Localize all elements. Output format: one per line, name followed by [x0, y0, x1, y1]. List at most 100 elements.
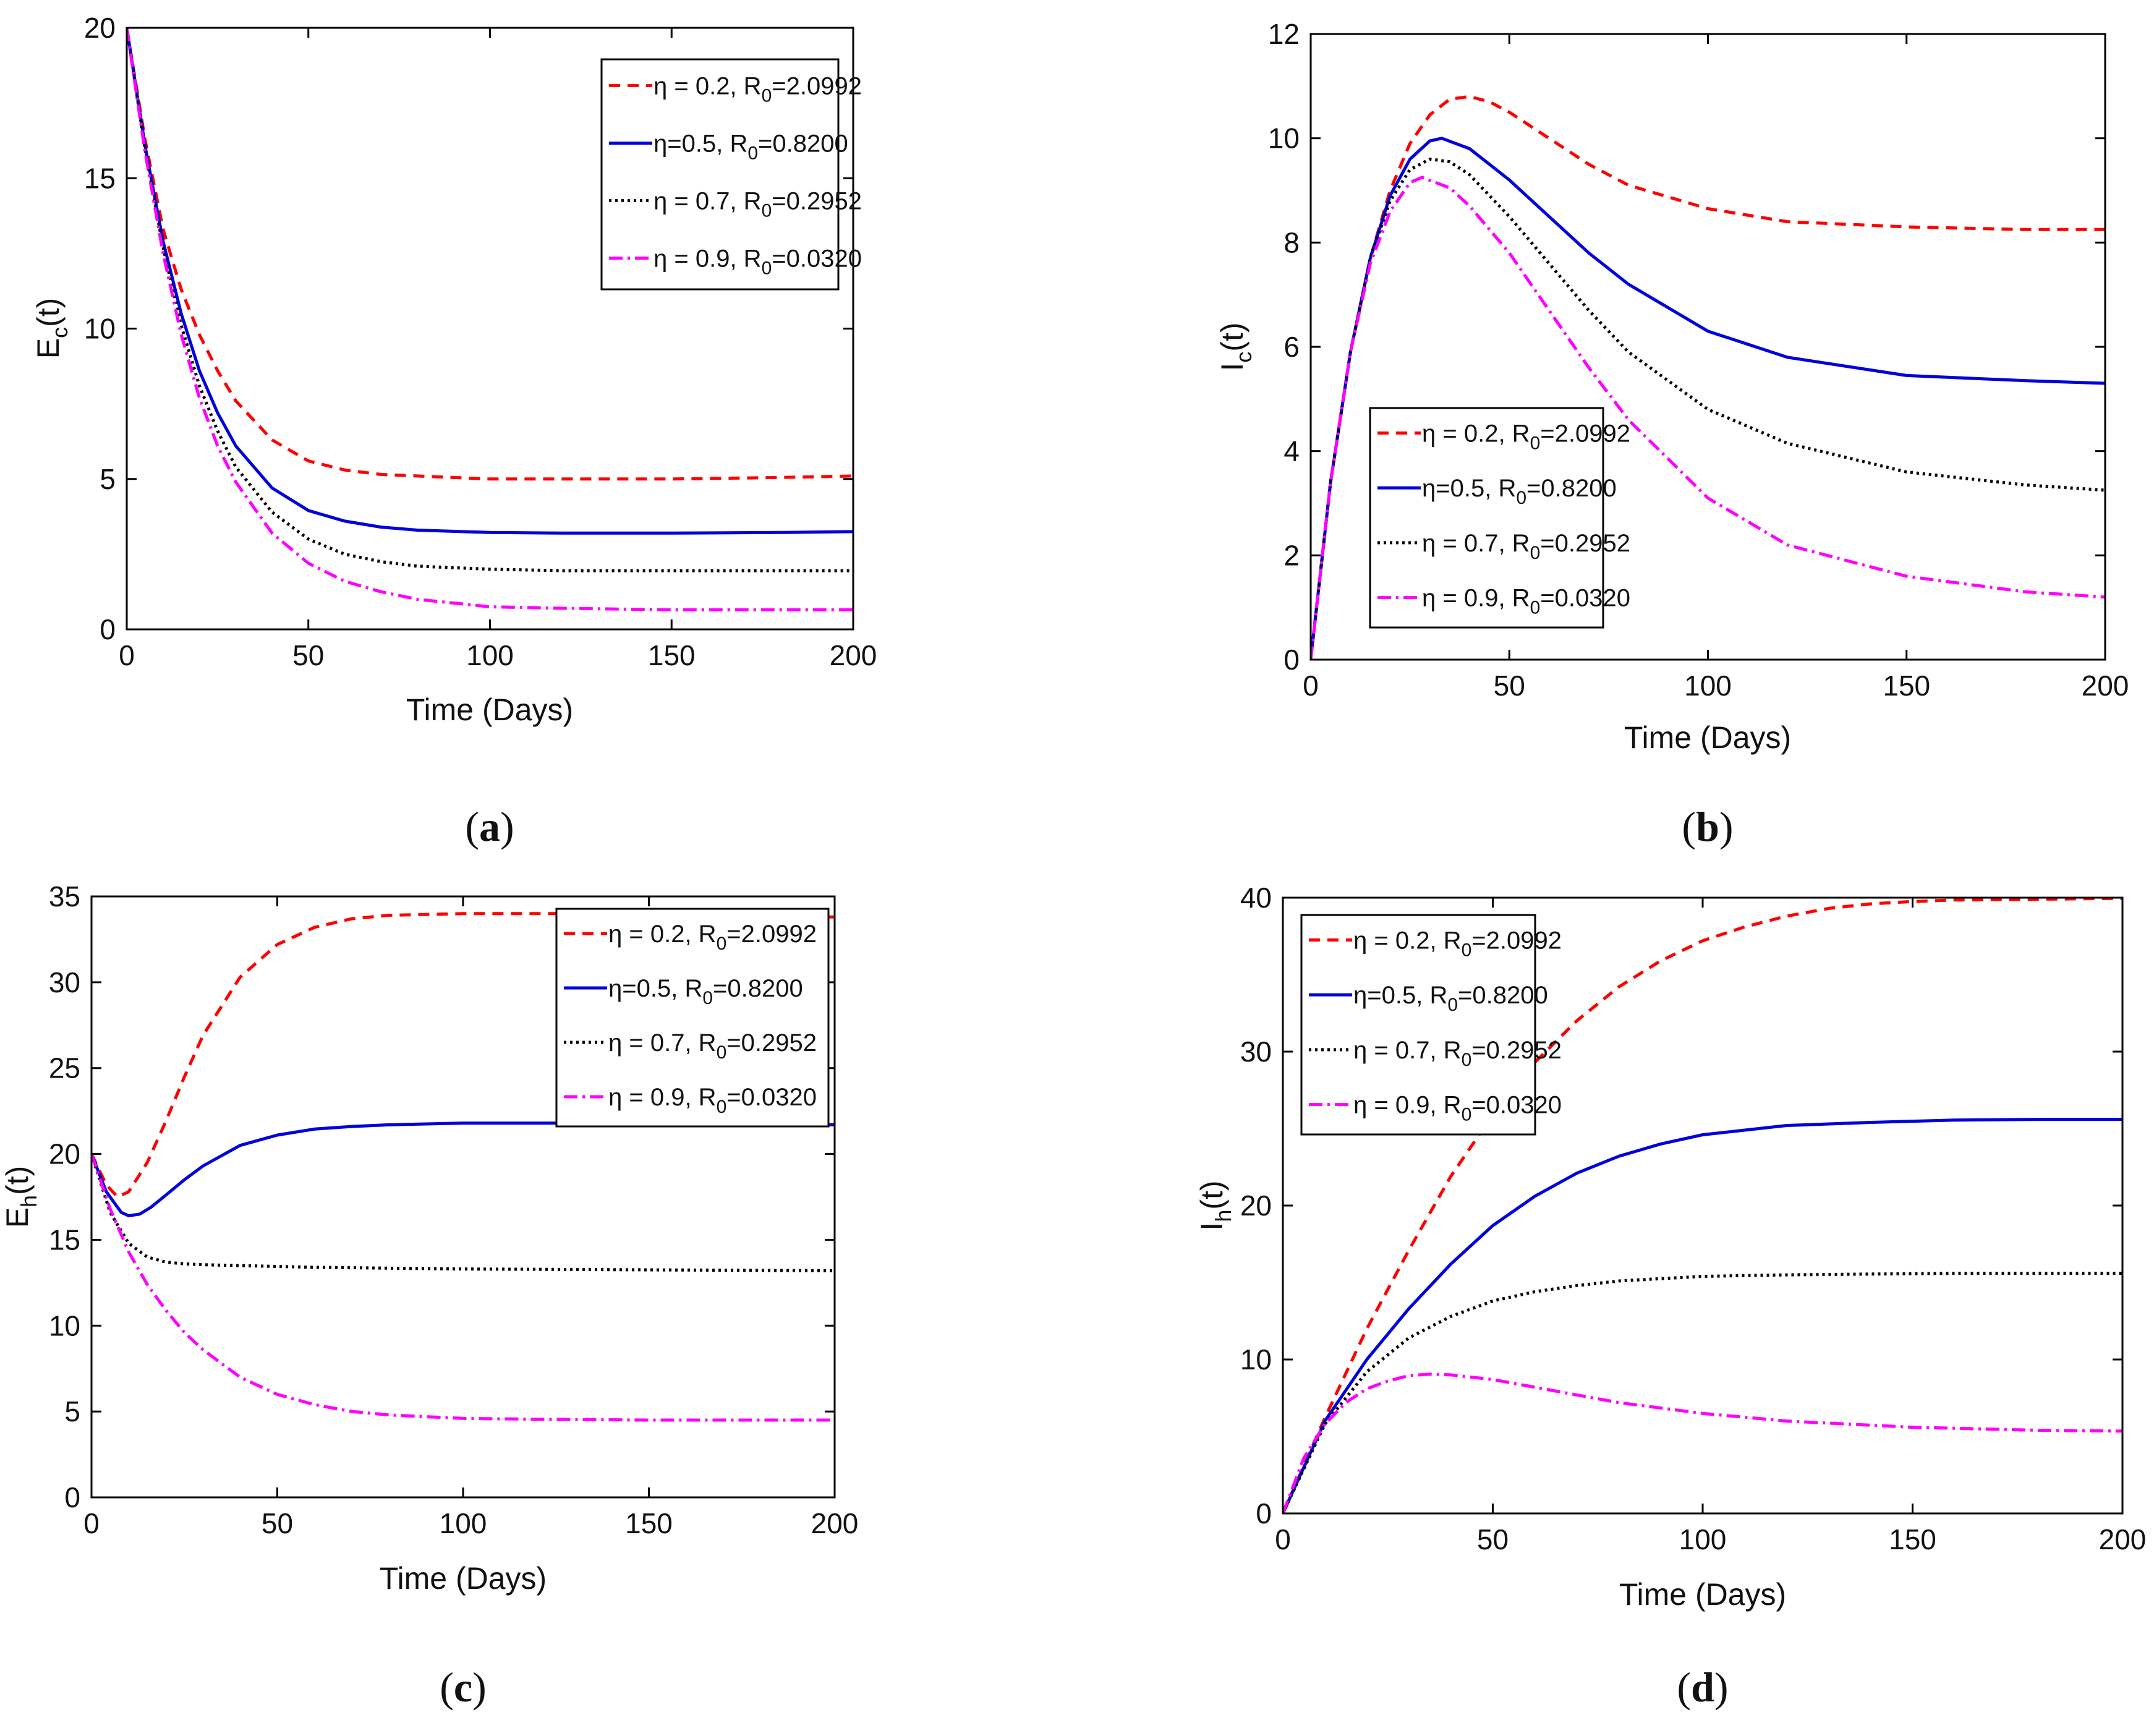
- x-tick-label: 50: [1477, 1523, 1509, 1555]
- panel-caption: (a): [465, 803, 514, 850]
- y-label-suffix: (t): [31, 298, 66, 327]
- x-tick-label: 150: [1883, 670, 1930, 702]
- legend-entry: η = 0.2, R0=2.0992: [653, 73, 862, 106]
- x-tick-label: 0: [119, 639, 135, 671]
- y-tick-label: 2: [1283, 539, 1300, 571]
- legend-subscript: 0: [762, 86, 772, 106]
- legend-subscript: 0: [1530, 543, 1541, 563]
- series-line-a-1: [127, 28, 853, 481]
- y-tick-label: 8: [1283, 226, 1300, 258]
- legend-value: =0.0320: [772, 245, 862, 273]
- chart-panel-a: 0 50 100 150 200 0 5 10 15 20 Time (Days) Ec(t) η = …: [31, 12, 877, 850]
- legend-entry: η = 0.7, R0=0.2952: [653, 188, 862, 221]
- y-label-base: I: [1194, 1222, 1229, 1231]
- y-tick-label: 20: [1240, 1189, 1272, 1222]
- y-tick-label: 30: [49, 966, 80, 998]
- y-label-base: I: [1215, 363, 1249, 372]
- series-line-b-4: [1311, 176, 2105, 660]
- series-line-a-2: [127, 28, 853, 535]
- legend-entry: η=0.5, R0=0.8200: [1353, 982, 1548, 1015]
- legend-entry: η=0.5, R0=0.8200: [608, 975, 803, 1008]
- legend-subscript: 0: [1462, 1105, 1472, 1125]
- legend-value: =2.0992: [726, 921, 817, 948]
- y-tick-label: 6: [1283, 331, 1300, 363]
- legend-entry: η = 0.7, R0=0.2952: [1353, 1037, 1562, 1070]
- y-tick-label: 0: [100, 613, 116, 645]
- legend-box: [600, 58, 840, 291]
- legend-value: =0.2952: [726, 1029, 817, 1057]
- y-tick-label: 15: [49, 1223, 80, 1256]
- y-tick-label: 35: [49, 880, 80, 913]
- y-tick-label: 10: [49, 1309, 80, 1342]
- caption-open: (: [465, 803, 479, 850]
- x-tick-label: 50: [1494, 670, 1525, 702]
- panel-caption: (c): [440, 1664, 487, 1711]
- legend-entry: η = 0.9, R0=0.0320: [1353, 1092, 1562, 1125]
- y-tick-label: 0: [1283, 644, 1300, 676]
- legend-text: η = 0.9, R: [608, 1084, 717, 1111]
- legend-subscript: 0: [762, 201, 772, 221]
- legend-text: η = 0.9, R: [653, 245, 762, 273]
- caption-letter: c: [454, 1664, 472, 1711]
- y-label-subscript: c: [47, 327, 72, 338]
- legend-entry: η = 0.2, R0=2.0992: [1353, 927, 1562, 960]
- y-label-subscript: h: [16, 1195, 41, 1207]
- y-label-suffix: (t): [1194, 1180, 1229, 1209]
- caption-open: (: [1677, 1664, 1691, 1711]
- y-axis-label: Ec(t): [31, 298, 72, 359]
- x-tick-label: 0: [1275, 1523, 1291, 1555]
- legend-entry: η = 0.9, R0=0.0320: [1422, 585, 1630, 618]
- legend-subscript: 0: [717, 1097, 727, 1117]
- y-tick-label: 20: [84, 12, 116, 44]
- y-tick-label: 10: [84, 313, 116, 345]
- y-label-base: E: [0, 1207, 35, 1228]
- legend-value: =2.0992: [1540, 420, 1630, 447]
- legend-text: η=0.5, R: [608, 975, 702, 1002]
- y-axis-label: Ic(t): [1215, 322, 1256, 371]
- y-label-subscript: h: [1211, 1210, 1236, 1222]
- y-tick-label: 15: [84, 162, 116, 194]
- legend-text: η=0.5, R: [653, 130, 747, 158]
- y-label-base: E: [31, 338, 66, 359]
- legend-entry: η = 0.9, R0=0.0320: [653, 245, 862, 279]
- caption-close: ): [472, 1664, 487, 1711]
- x-axis-label: Time (Days): [380, 1561, 547, 1596]
- caption-close: ): [1714, 1664, 1729, 1711]
- x-tick-label: 150: [1889, 1523, 1936, 1555]
- y-tick-label: 0: [64, 1481, 80, 1513]
- legend-box: [1369, 407, 1604, 629]
- x-tick-label: 200: [811, 1507, 859, 1539]
- caption-letter: a: [479, 803, 500, 850]
- y-axis-label: Ih(t): [1194, 1180, 1236, 1230]
- legend-subscript: 0: [1530, 433, 1541, 453]
- legend-text: η = 0.9, R: [1353, 1092, 1462, 1119]
- legend-text: η=0.5, R: [1353, 982, 1447, 1009]
- legend-value: =0.8200: [713, 975, 803, 1002]
- x-tick-label: 50: [292, 639, 324, 671]
- y-axis-label: Eh(t): [0, 1166, 41, 1228]
- legend-subscript: 0: [747, 143, 758, 164]
- y-tick-label: 10: [1240, 1343, 1272, 1376]
- legend-text: η = 0.7, R: [653, 188, 762, 215]
- legend-entry: η=0.5, R0=0.8200: [1422, 475, 1617, 508]
- legend-subscript: 0: [1447, 995, 1458, 1015]
- legend-subscript: 0: [702, 988, 713, 1008]
- y-tick-label: 20: [49, 1138, 80, 1170]
- series-line-d-2: [1283, 1118, 2122, 1513]
- legend-subscript: 0: [1530, 598, 1541, 618]
- x-tick-label: 50: [262, 1507, 293, 1539]
- caption-open: (: [440, 1664, 454, 1711]
- legend-text: η = 0.2, R: [608, 921, 717, 948]
- chart-panel-d: 0 50 100 150 200 0 10 20 30 40 Time (Days) Ih(t) η =…: [1194, 882, 2146, 1711]
- legend-value: =0.0320: [1540, 585, 1630, 612]
- legend-entry: η = 0.2, R0=2.0992: [608, 921, 817, 954]
- caption-open: (: [1682, 803, 1696, 850]
- legend-box: [555, 908, 830, 1128]
- caption-close: ): [500, 803, 514, 850]
- legend-value: =0.2952: [1471, 1037, 1562, 1064]
- y-tick-label: 5: [64, 1395, 80, 1428]
- series-line-b-1: [1311, 95, 2105, 660]
